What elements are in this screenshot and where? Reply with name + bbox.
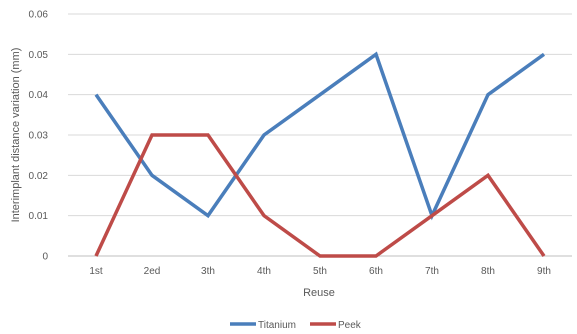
x-tick-label: 2ed xyxy=(144,266,161,277)
y-tick-label: 0.02 xyxy=(29,171,49,182)
legend: Titanium Peek xyxy=(230,320,362,331)
x-axis-title: Reuse xyxy=(303,287,335,299)
y-tick-label: 0 xyxy=(42,252,48,263)
x-tick-label: 6th xyxy=(369,266,383,277)
x-tick-label: 4th xyxy=(257,266,271,277)
x-tick-label: 5th xyxy=(313,266,327,277)
series-line-peek xyxy=(94,133,546,258)
x-tick-label: 7th xyxy=(425,266,439,277)
y-axis-title: Interimplant distance variation (mm) xyxy=(10,48,22,223)
y-tick-label: 0.03 xyxy=(29,131,49,142)
x-axis-ticks: 1st 2ed 3th 4th 5th 6th 7th 8th 9th xyxy=(89,266,551,277)
y-tick-label: 0.04 xyxy=(29,90,49,101)
data-series xyxy=(94,51,546,258)
y-tick-label: 0.06 xyxy=(29,10,49,21)
legend-label-peek: Peek xyxy=(338,320,362,331)
legend-label-titanium: Titanium xyxy=(258,320,296,331)
y-axis-ticks: 0 0.01 0.02 0.03 0.04 0.05 0.06 xyxy=(29,10,49,263)
x-tick-label: 8th xyxy=(481,266,495,277)
x-tick-label: 9th xyxy=(537,266,551,277)
y-tick-label: 0.05 xyxy=(29,50,49,61)
x-tick-label: 3th xyxy=(201,266,215,277)
x-tick-label: 1st xyxy=(89,266,103,277)
y-tick-label: 0.01 xyxy=(29,211,49,222)
gridlines xyxy=(68,13,572,257)
